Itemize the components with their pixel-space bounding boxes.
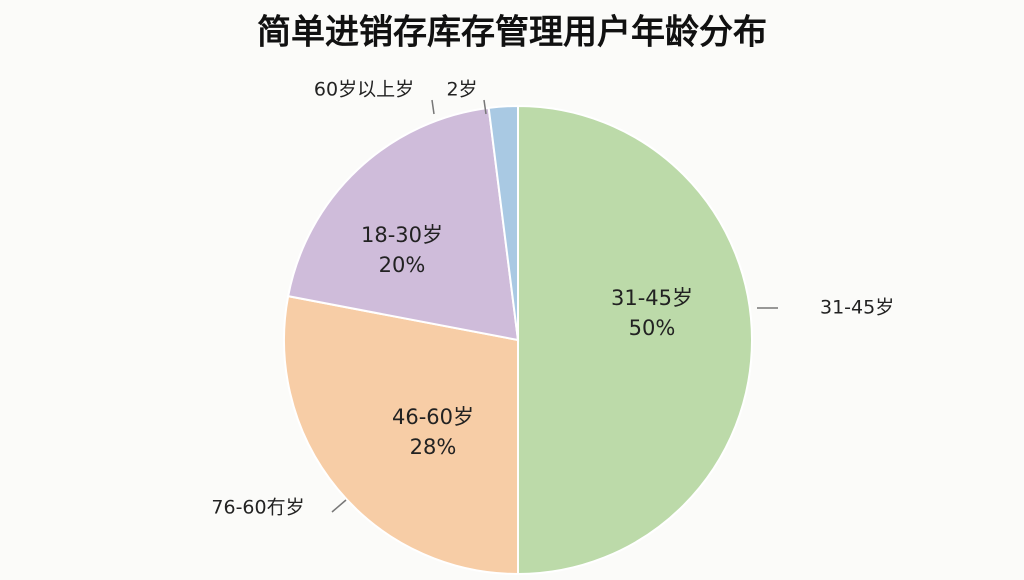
leader-line <box>431 99 435 115</box>
leader-line <box>483 99 487 115</box>
slice-label: 46-60岁 <box>392 405 474 429</box>
pie <box>283 104 753 576</box>
pie-slice <box>283 294 519 576</box>
value-label: 20% <box>379 253 426 277</box>
outer-label: 60岁以上岁 <box>314 79 414 101</box>
leader-line <box>331 499 347 513</box>
value-label: 50% <box>629 316 676 340</box>
pie-slice <box>286 106 520 342</box>
pie-slice <box>487 104 519 341</box>
pie-slice <box>517 104 753 576</box>
annotation: 76-60冇岁 <box>211 497 304 519</box>
chart-title: 简单进销存库存管理用户年龄分布 <box>257 13 767 53</box>
outer-label: 31-45岁 <box>820 297 894 319</box>
value-label: 28% <box>410 435 457 459</box>
outer-label: 2岁 <box>446 79 477 101</box>
slice-label: 18-30岁 <box>361 223 443 247</box>
slice-label: 31-45岁 <box>611 286 693 310</box>
